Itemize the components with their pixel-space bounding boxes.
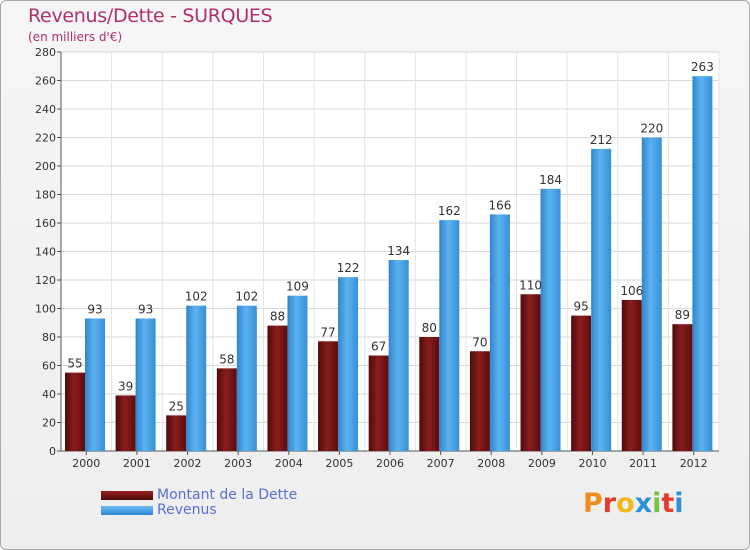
x-tick-label: 2012 [680,457,708,470]
data-label-revenue: 102 [235,290,258,304]
y-tick-label: 20 [42,417,56,430]
legend-label-revenue: Revenus [157,502,217,518]
proxiti-logo: Proxiti [583,488,684,519]
y-tick-label: 260 [35,75,56,88]
y-tick-label: 200 [35,160,56,173]
data-label-debt: 58 [219,352,234,366]
data-label-debt: 77 [320,325,335,339]
bar-revenue [186,305,207,451]
bar-revenue [641,137,662,451]
legend-swatch-debt [101,491,153,500]
data-label-revenue: 102 [185,290,208,304]
logo-letter: o [616,488,635,519]
bar-debt [267,325,288,451]
x-tick-label: 2010 [578,457,606,470]
logo-letter: t [661,488,675,519]
x-tick-label: 2008 [477,457,505,470]
logo-letter: x [634,488,653,519]
data-label-debt: 80 [422,321,437,335]
data-label-debt: 25 [169,399,184,413]
y-tick-label: 280 [35,46,56,59]
x-tick-label: 2011 [629,457,657,470]
bar-debt [419,337,440,451]
bar-debt [65,372,85,451]
data-label-revenue: 212 [590,133,613,147]
bar-revenue [692,76,713,451]
x-tick-label: 2005 [325,457,353,470]
data-label-revenue: 166 [488,198,511,212]
data-label-revenue: 109 [286,280,309,294]
y-tick-label: 120 [35,274,56,287]
y-tick-label: 80 [42,331,56,344]
data-label-debt: 95 [574,300,589,314]
data-label-revenue: 220 [640,122,663,136]
y-tick-label: 160 [35,217,56,230]
bar-debt [318,341,339,451]
bar-debt [520,294,541,451]
data-label-debt: 70 [472,335,487,349]
bar-layer [65,76,713,452]
logo-letter: r [602,488,617,519]
bar-revenue [338,277,359,451]
logo-letter: P [583,488,603,519]
y-tick-label: 220 [35,132,56,145]
logo-letter: i [674,488,684,519]
data-label-debt: 110 [519,278,542,292]
data-label-revenue: 93 [138,302,153,316]
bar-debt [469,351,490,451]
bar-debt [672,324,693,451]
bar-revenue [540,188,561,452]
data-label-revenue: 184 [539,173,562,187]
x-tick-label: 2000 [72,457,100,470]
data-label-debt: 106 [620,284,643,298]
bar-revenue [236,305,257,451]
bar-debt [571,315,592,451]
chart-title: Revenus/Dette - SURQUES [28,5,273,27]
data-label-revenue: 93 [87,302,102,316]
data-label-revenue: 134 [387,244,410,258]
data-label-debt: 89 [675,308,690,322]
legend-label-debt: Montant de la Dette [157,487,298,503]
y-tick-label: 180 [35,189,56,202]
x-tick-label: 2002 [174,457,202,470]
x-tick-label: 2006 [376,457,404,470]
legend-swatch-revenue [101,506,153,515]
bar-debt [621,299,642,451]
x-tick-label: 2009 [528,457,556,470]
data-label-debt: 88 [270,310,285,324]
y-tick-label: 60 [42,360,56,373]
label-layer: 0 20 40 60 80 100 120 140 160 180 200 220 240 260 280 5… [35,46,714,470]
bar-debt [368,355,389,451]
bar-debt [166,415,187,451]
bar-revenue [591,148,612,451]
data-label-revenue: 162 [438,204,461,218]
bar-revenue [135,318,156,451]
x-tick-label: 2004 [275,457,303,470]
bar-debt [216,368,237,451]
bar-revenue [287,295,308,451]
data-label-debt: 67 [371,340,386,354]
y-tick-label: 240 [35,103,56,116]
bar-debt [115,395,136,451]
y-tick-label: 40 [42,388,56,401]
x-tick-label: 2001 [123,457,151,470]
chart-subtitle: (en milliers d'€) [28,30,123,44]
data-label-revenue: 263 [691,60,714,74]
bar-revenue [388,260,409,451]
x-tick-label: 2003 [224,457,252,470]
data-label-debt: 55 [67,357,82,371]
bar-revenue [85,318,105,451]
data-label-revenue: 122 [337,261,360,275]
logo-letter: i [652,488,662,519]
bar-revenue [489,214,510,451]
data-label-debt: 39 [118,379,133,393]
y-tick-label: 100 [35,303,56,316]
x-tick-label: 2007 [427,457,455,470]
y-tick-label: 140 [35,246,56,259]
bar-revenue [439,220,460,451]
y-tick-label: 0 [49,445,56,458]
